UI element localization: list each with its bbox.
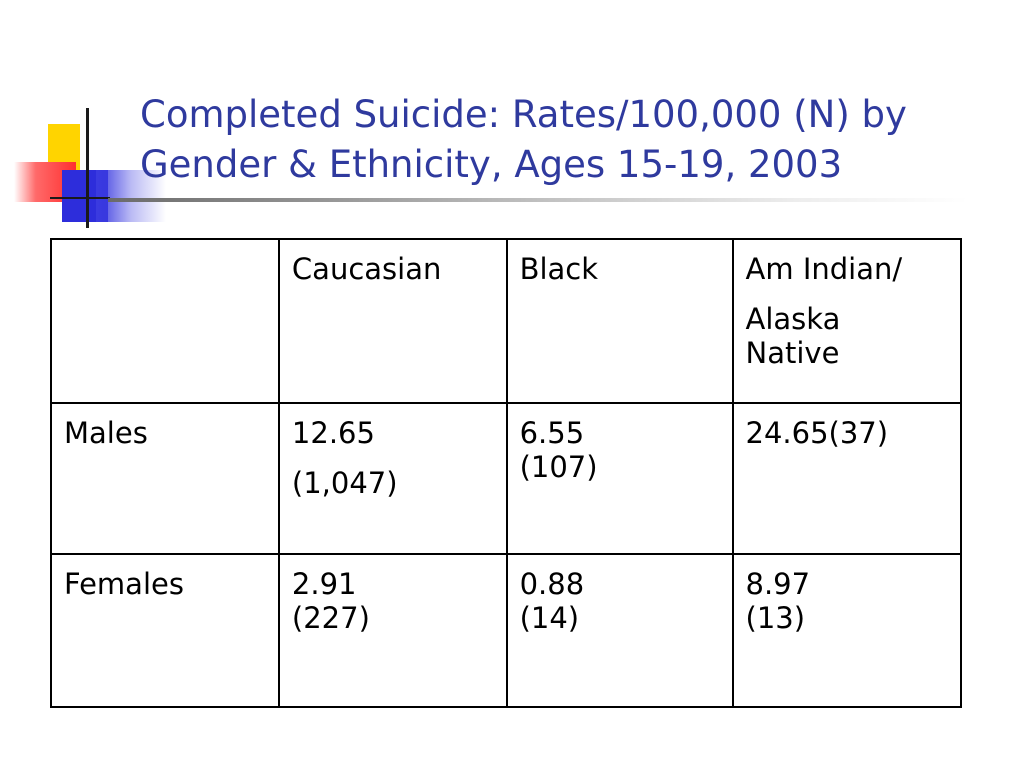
row-label-males: Males (50, 402, 280, 555)
row-label-females: Females (50, 553, 280, 708)
females-am-indian-rate: 8.97 (745, 567, 811, 601)
header-blank-cell (50, 238, 280, 404)
males-black-n: (107) (519, 450, 598, 484)
cell-males-am-indian: 24.65(37) (731, 402, 963, 555)
slide-title: Completed Suicide: Rates/100,000 (N) by … (140, 90, 1000, 190)
females-black-n: (14) (519, 601, 580, 635)
cell-males-black: 6.55 (107) (505, 402, 734, 555)
males-black-rate: 6.55 (519, 416, 585, 450)
table-header-row: Caucasian Black Am Indian/ Alaska Native (50, 238, 963, 404)
header-am-indian-line1: Am Indian/ (745, 252, 903, 286)
title-underline (108, 198, 968, 202)
blue-fade-bar (96, 170, 166, 222)
females-caucasian-n: (227) (291, 601, 370, 635)
females-am-indian-n: (13) (745, 601, 806, 635)
rates-table: Caucasian Black Am Indian/ Alaska Native… (50, 238, 963, 708)
slide-logo-squares-icon (0, 100, 170, 240)
table-row: Males 12.65 (1,047) 6.55 (107) 24.65(37) (50, 402, 963, 555)
vertical-rule (86, 108, 89, 228)
horizontal-rule (50, 197, 110, 199)
header-am-indian-line2: Alaska (745, 302, 841, 336)
cell-females-am-indian: 8.97 (13) (731, 553, 963, 708)
females-caucasian-rate: 2.91 (291, 567, 357, 601)
males-caucasian-n: (1,047) (291, 466, 398, 500)
header-am-indian: Am Indian/ Alaska Native (731, 238, 963, 404)
cell-males-caucasian: 12.65 (1,047) (277, 402, 508, 555)
table-row: Females 2.91 (227) 0.88 (14) 8.97 (13) (50, 553, 963, 708)
males-caucasian-rate: 12.65 (291, 416, 375, 450)
cell-females-black: 0.88 (14) (505, 553, 734, 708)
header-am-indian-line3: Native (745, 336, 840, 370)
females-black-rate: 0.88 (519, 567, 585, 601)
title-line-2: Gender & Ethnicity, Ages 15-19, 2003 (140, 143, 843, 186)
title-line-1: Completed Suicide: Rates/100,000 (N) by (140, 93, 907, 136)
header-caucasian: Caucasian (277, 238, 508, 404)
cell-females-caucasian: 2.91 (227) (277, 553, 508, 708)
header-black: Black (505, 238, 734, 404)
